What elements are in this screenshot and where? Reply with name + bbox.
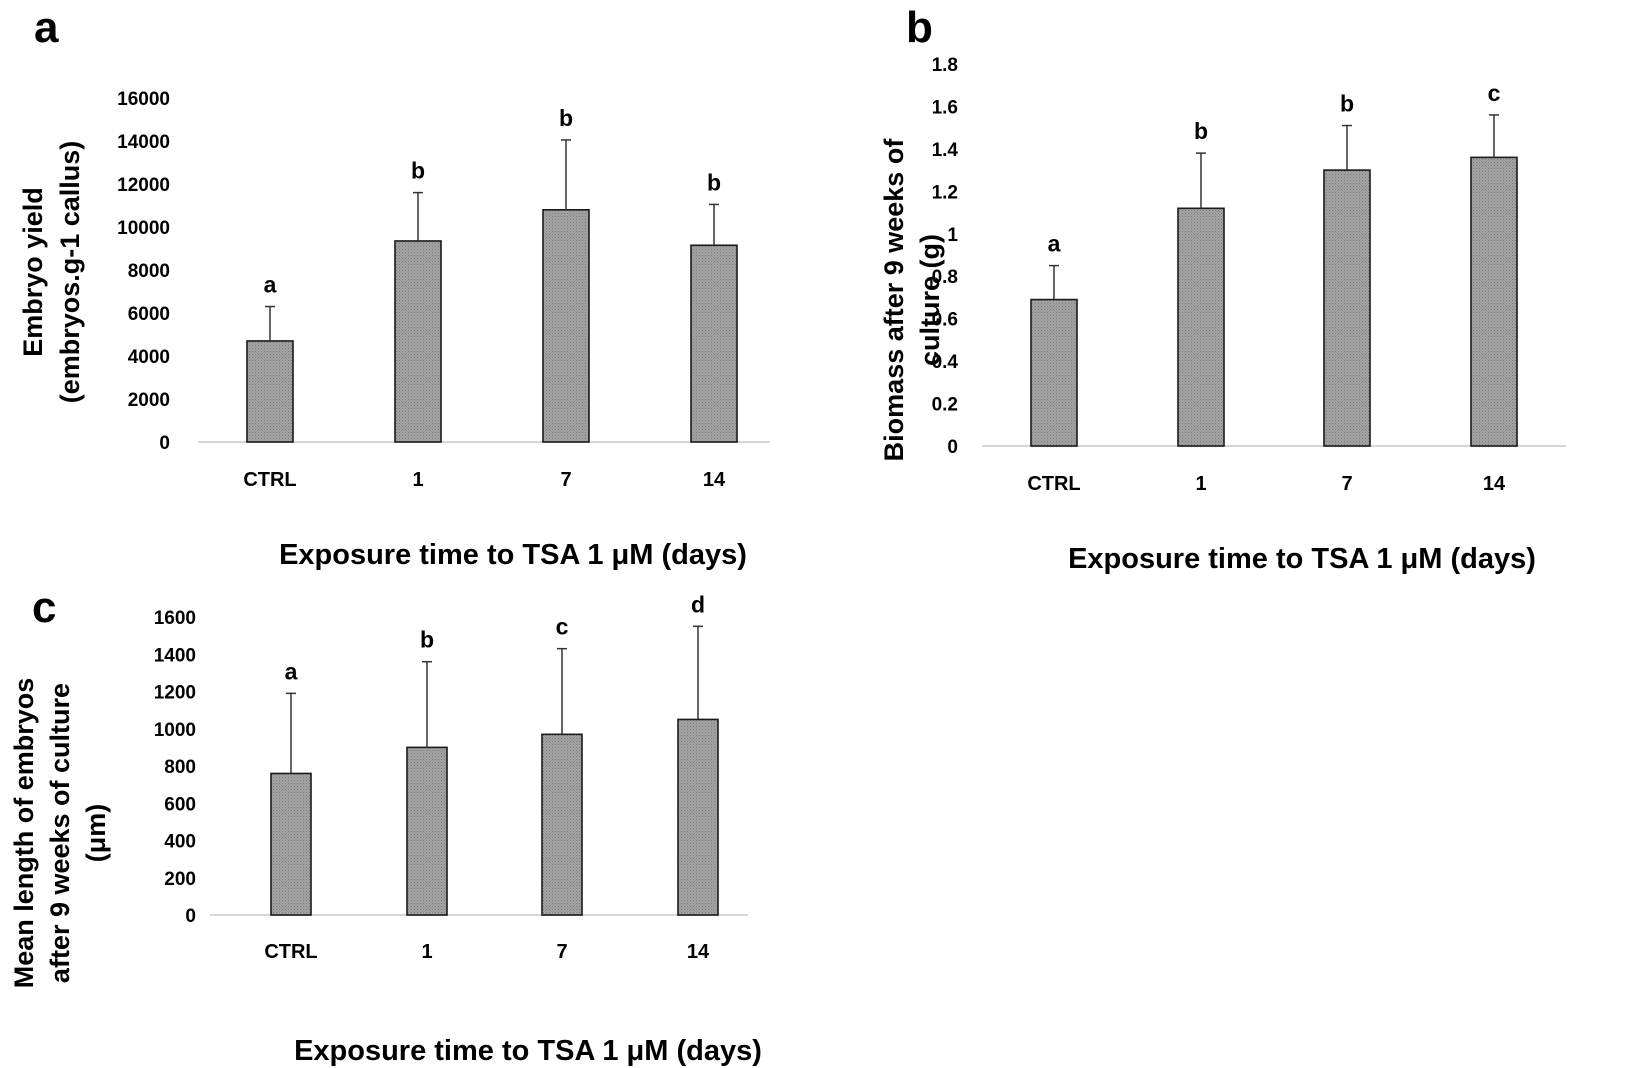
x-tick-label: CTRL bbox=[1027, 473, 1080, 495]
bar-ctrl bbox=[246, 340, 294, 443]
y-axis-label: Mean length of embryos after 9 weeks of … bbox=[9, 678, 111, 989]
panel-b: b Biomass after 9 weeks of culture (g) E… bbox=[879, 3, 1566, 575]
significance-label: b bbox=[707, 169, 721, 195]
y-tick-label: 0.2 bbox=[932, 395, 958, 416]
x-tick-label: 1 bbox=[421, 941, 432, 963]
y-tick-label: 1.8 bbox=[932, 55, 958, 76]
bar-14 bbox=[1470, 156, 1518, 447]
bar-14 bbox=[690, 244, 738, 443]
bar-1 bbox=[394, 240, 442, 443]
y-tick-label: 600 bbox=[164, 794, 196, 815]
bar-ctrl bbox=[1030, 298, 1078, 447]
y-tick-label: 1.2 bbox=[932, 182, 958, 203]
y-tick-label: 0.4 bbox=[932, 352, 959, 373]
y-tick-label: 1.4 bbox=[932, 140, 959, 161]
y-tick-label: 0 bbox=[159, 433, 170, 454]
x-tick-label: 14 bbox=[687, 941, 710, 963]
significance-label: b bbox=[411, 158, 425, 184]
y-tick-label: 2000 bbox=[128, 390, 170, 411]
significance-label: c bbox=[1488, 80, 1501, 106]
y-tick-label: 8000 bbox=[128, 261, 170, 282]
x-axis-label: Exposure time to TSA 1 μM (days) bbox=[294, 1035, 762, 1067]
y-tick-label: 1000 bbox=[154, 720, 196, 741]
y-tick-label: 0.8 bbox=[932, 267, 958, 288]
bar-7 bbox=[1323, 169, 1371, 447]
significance-label: b bbox=[420, 627, 434, 653]
y-tick-label: 0.6 bbox=[932, 310, 958, 331]
y-axis-label-line-2: (embryos.g-1 callus) bbox=[55, 141, 85, 404]
bar-14 bbox=[677, 718, 719, 916]
x-tick-label: CTRL bbox=[243, 469, 296, 491]
y-tick-label: 800 bbox=[164, 757, 196, 778]
panel-letter-b: b bbox=[906, 3, 933, 52]
y-axis-label-line-1: Biomass after 9 weeks of bbox=[879, 138, 909, 462]
x-axis-label: Exposure time to TSA 1 μM (days) bbox=[1068, 543, 1536, 575]
significance-label: b bbox=[559, 105, 573, 131]
y-axis-label-line-1: Embryo yield bbox=[18, 187, 48, 357]
x-tick-label: CTRL bbox=[264, 941, 317, 963]
y-tick-label: 10000 bbox=[117, 218, 170, 239]
panel-a: a Embryo yield (embryos.g-1 callus) Expo… bbox=[18, 3, 770, 571]
significance-label: a bbox=[264, 272, 277, 298]
y-tick-label: 400 bbox=[164, 832, 196, 853]
y-tick-label: 1.6 bbox=[932, 97, 958, 118]
y-axis-label-line-3: (μm) bbox=[81, 804, 111, 863]
y-tick-label: 1600 bbox=[154, 608, 196, 629]
bar-7 bbox=[542, 209, 590, 443]
y-tick-label: 200 bbox=[164, 869, 196, 890]
bar-ctrl bbox=[270, 772, 312, 916]
y-tick-label: 16000 bbox=[117, 89, 170, 110]
significance-label: b bbox=[1194, 118, 1208, 144]
significance-label: b bbox=[1340, 91, 1354, 117]
x-tick-label: 14 bbox=[1483, 473, 1506, 495]
y-tick-label: 1 bbox=[947, 225, 958, 246]
y-tick-label: 6000 bbox=[128, 304, 170, 325]
panel-letter-a: a bbox=[34, 3, 59, 52]
y-tick-label: 1200 bbox=[154, 683, 196, 704]
y-axis-label: Biomass after 9 weeks of culture (g) bbox=[879, 138, 945, 462]
bar-7 bbox=[541, 733, 583, 916]
x-tick-label: 1 bbox=[412, 469, 423, 491]
panel-letter-c: c bbox=[32, 583, 56, 632]
significance-label: a bbox=[285, 658, 298, 684]
y-axis-label-line-1: Mean length of embryos bbox=[9, 678, 39, 989]
significance-label: d bbox=[691, 591, 705, 617]
bar-1 bbox=[1177, 207, 1225, 447]
y-tick-label: 4000 bbox=[128, 347, 170, 368]
panel-c: c Mean length of embryos after 9 weeks o… bbox=[9, 583, 762, 1067]
x-tick-label: 7 bbox=[560, 469, 571, 491]
y-axis-label: Embryo yield (embryos.g-1 callus) bbox=[18, 141, 85, 404]
x-tick-label: 1 bbox=[1195, 473, 1206, 495]
y-axis-label-line-2: culture (g) bbox=[915, 234, 945, 366]
y-axis-label-line-2: after 9 weeks of culture bbox=[45, 683, 75, 983]
significance-label: a bbox=[1048, 231, 1061, 257]
x-axis-label: Exposure time to TSA 1 μM (days) bbox=[279, 539, 747, 571]
y-tick-label: 12000 bbox=[117, 175, 170, 196]
y-tick-label: 14000 bbox=[117, 132, 170, 153]
y-tick-label: 0 bbox=[947, 437, 958, 458]
x-tick-label: 7 bbox=[1341, 473, 1352, 495]
bar-1 bbox=[406, 746, 448, 916]
y-tick-label: 0 bbox=[185, 906, 196, 927]
x-tick-label: 14 bbox=[703, 469, 726, 491]
significance-label: c bbox=[556, 614, 569, 640]
y-tick-label: 1400 bbox=[154, 645, 196, 666]
x-tick-label: 7 bbox=[556, 941, 567, 963]
